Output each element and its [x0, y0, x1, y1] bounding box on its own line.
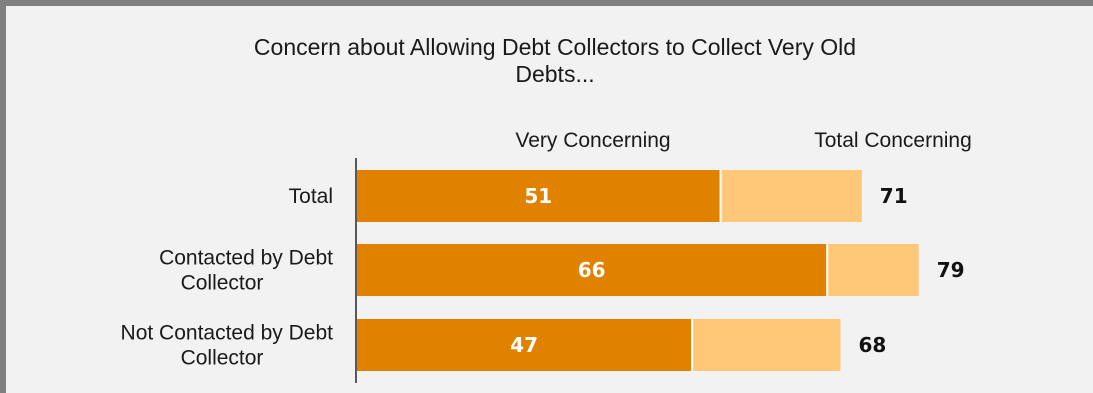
legend-label-2: Total Concerning: [814, 129, 972, 152]
data-label-total-concerning-2: 79: [937, 258, 965, 282]
data-label-very-concerning-2: 66: [578, 258, 606, 282]
data-label-very-concerning-3: 47: [510, 333, 538, 357]
data-label-total-concerning-3: 68: [858, 333, 886, 357]
category-label-2-line-2: Collector: [181, 272, 264, 295]
bar-very-concerning-2: [357, 244, 827, 296]
data-label-very-concerning-1: 51: [524, 184, 552, 208]
category-label-3-line-1: Not Contacted by Debt: [121, 322, 334, 345]
legend-label-1: Very Concerning: [515, 129, 670, 152]
chart-title-line-2: Debts...: [515, 61, 595, 87]
chart-title-line-1: Concern about Allowing Debt Collectors t…: [253, 34, 857, 60]
bar-very-concerning-3: [357, 319, 692, 371]
chart-title: Concern about Allowing Debt Collectors t…: [0, 34, 1093, 88]
category-label-1-line-1: Total: [289, 185, 333, 208]
category-label-3-line-2: Collector: [181, 347, 264, 370]
bar-very-concerning-1: [357, 170, 720, 222]
data-label-total-concerning-1: 71: [880, 184, 908, 208]
category-label-2-line-1: Contacted by Debt: [159, 247, 333, 270]
